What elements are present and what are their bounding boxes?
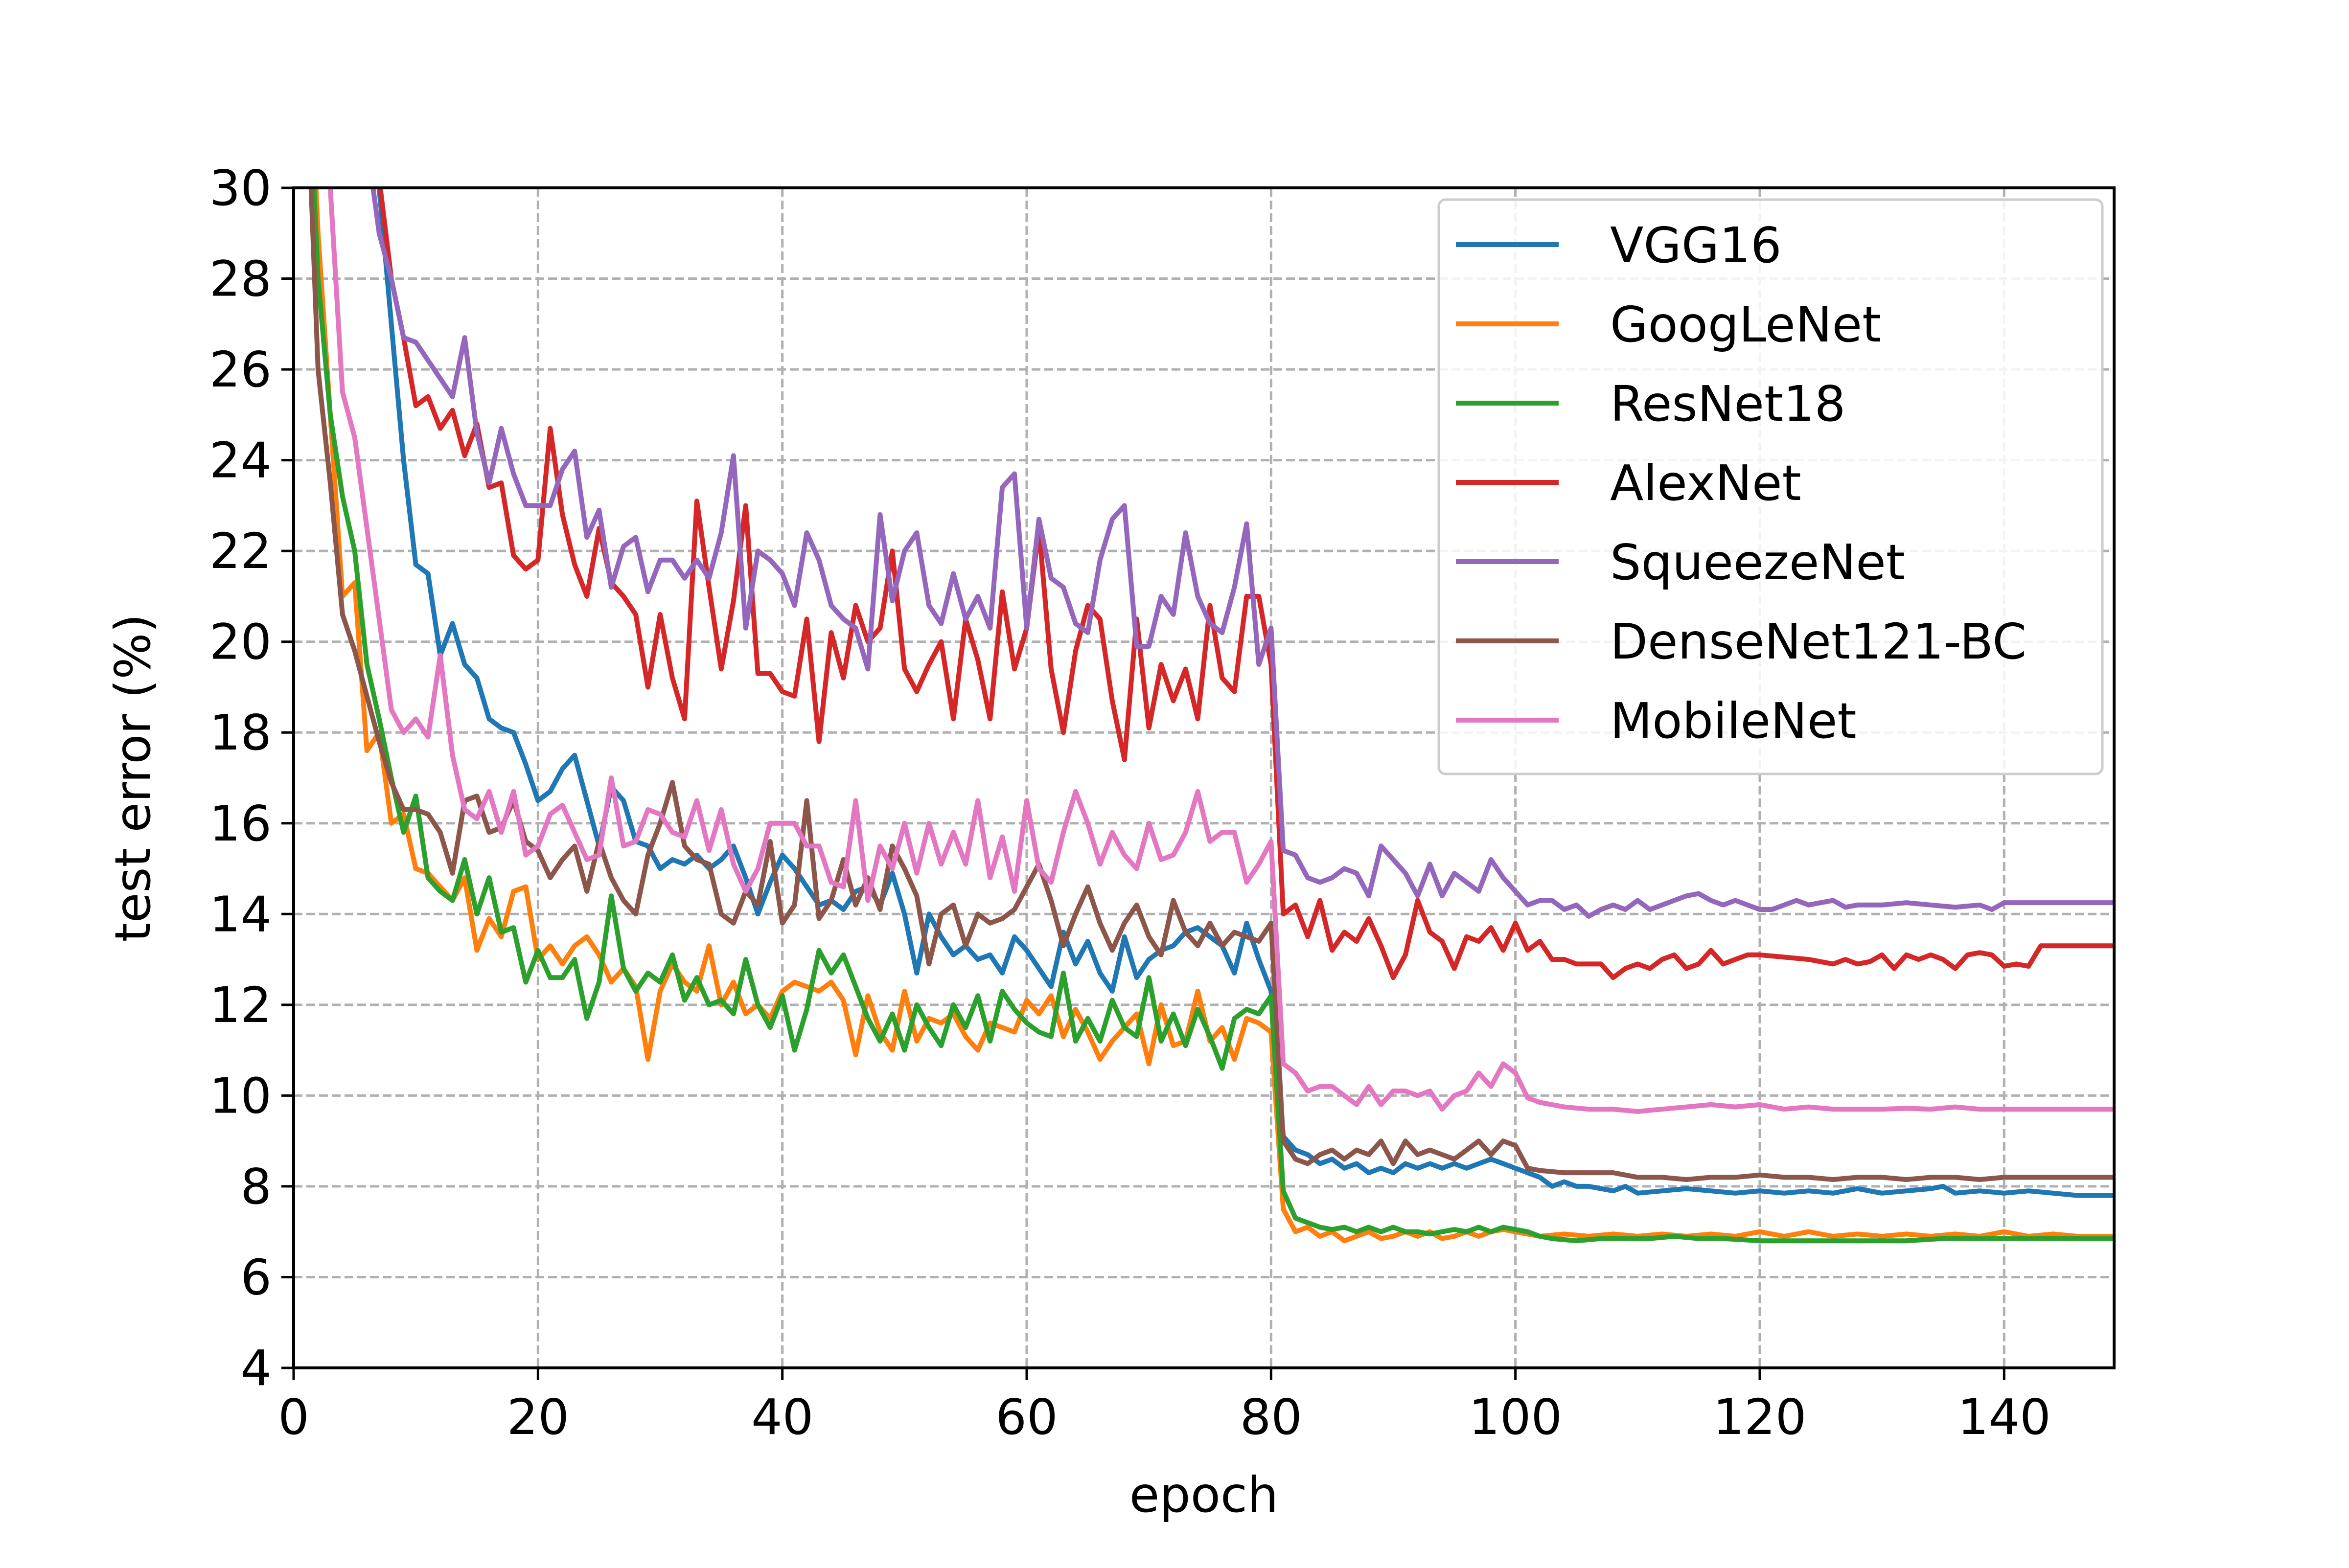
plot-frame: [292, 186, 2116, 1369]
x-tick-label: 100: [1469, 1388, 1562, 1446]
y-tick-label: 28: [209, 250, 272, 308]
series-line-resnet18: [311, 188, 2114, 1244]
y-tick-label: 20: [209, 614, 272, 671]
y-tick-label: 16: [209, 795, 272, 852]
axes: 0 20 40 60 80 100 120 140 4 6 8 10 12 14 16 18 20 22 24 26 2…: [209, 159, 2051, 1446]
legend-label: SqueezeNet: [1610, 534, 1905, 591]
series-line-squeezenet: [370, 188, 2114, 919]
series-line-mobilenet: [327, 188, 2114, 1114]
y-tick-label: 22: [209, 523, 272, 580]
y-tick-label: 6: [240, 1249, 272, 1306]
y-tick-label: 4: [240, 1340, 272, 1397]
x-tick-label: 140: [1958, 1388, 2051, 1446]
x-axis-title: epoch: [1129, 1466, 1279, 1523]
y-tick-label: 10: [209, 1067, 272, 1124]
y-tick-label: 14: [209, 886, 272, 943]
y-tick-label: 12: [209, 977, 272, 1034]
legend-label: DenseNet121-BC: [1610, 613, 2027, 670]
series-line-densenet121-bc: [308, 188, 2114, 1182]
y-tick-label: 24: [209, 432, 272, 489]
y-axis-title: test error (%): [104, 614, 161, 942]
x-tick-label: 80: [1240, 1388, 1302, 1446]
legend: VGG16 GoogLeNet ResNet18 AlexNet SqueezeNet D…: [1437, 198, 2104, 775]
y-tick-label: 18: [209, 704, 272, 761]
legend-label: MobileNet: [1610, 692, 1857, 750]
series-line-alexnet: [378, 188, 2114, 980]
legend-label: GoogLeNet: [1610, 296, 1881, 353]
x-tick-label: 20: [507, 1388, 569, 1446]
y-tick-label: 26: [209, 341, 272, 398]
x-tick-label: 60: [995, 1388, 1058, 1446]
series-lines: [308, 188, 2114, 1244]
legend-box: [1437, 198, 2104, 775]
y-tick-label: 30: [209, 159, 272, 217]
legend-label: VGG16: [1610, 217, 1782, 274]
x-tick-label: 120: [1713, 1388, 1807, 1446]
x-tick-label: 0: [278, 1388, 309, 1446]
y-tick-label: 8: [240, 1158, 272, 1215]
series-line-vgg16: [376, 188, 2114, 1198]
legend-label: ResNet18: [1610, 375, 1845, 432]
x-tick-label: 40: [751, 1388, 813, 1446]
legend-label: AlexNet: [1610, 454, 1801, 512]
